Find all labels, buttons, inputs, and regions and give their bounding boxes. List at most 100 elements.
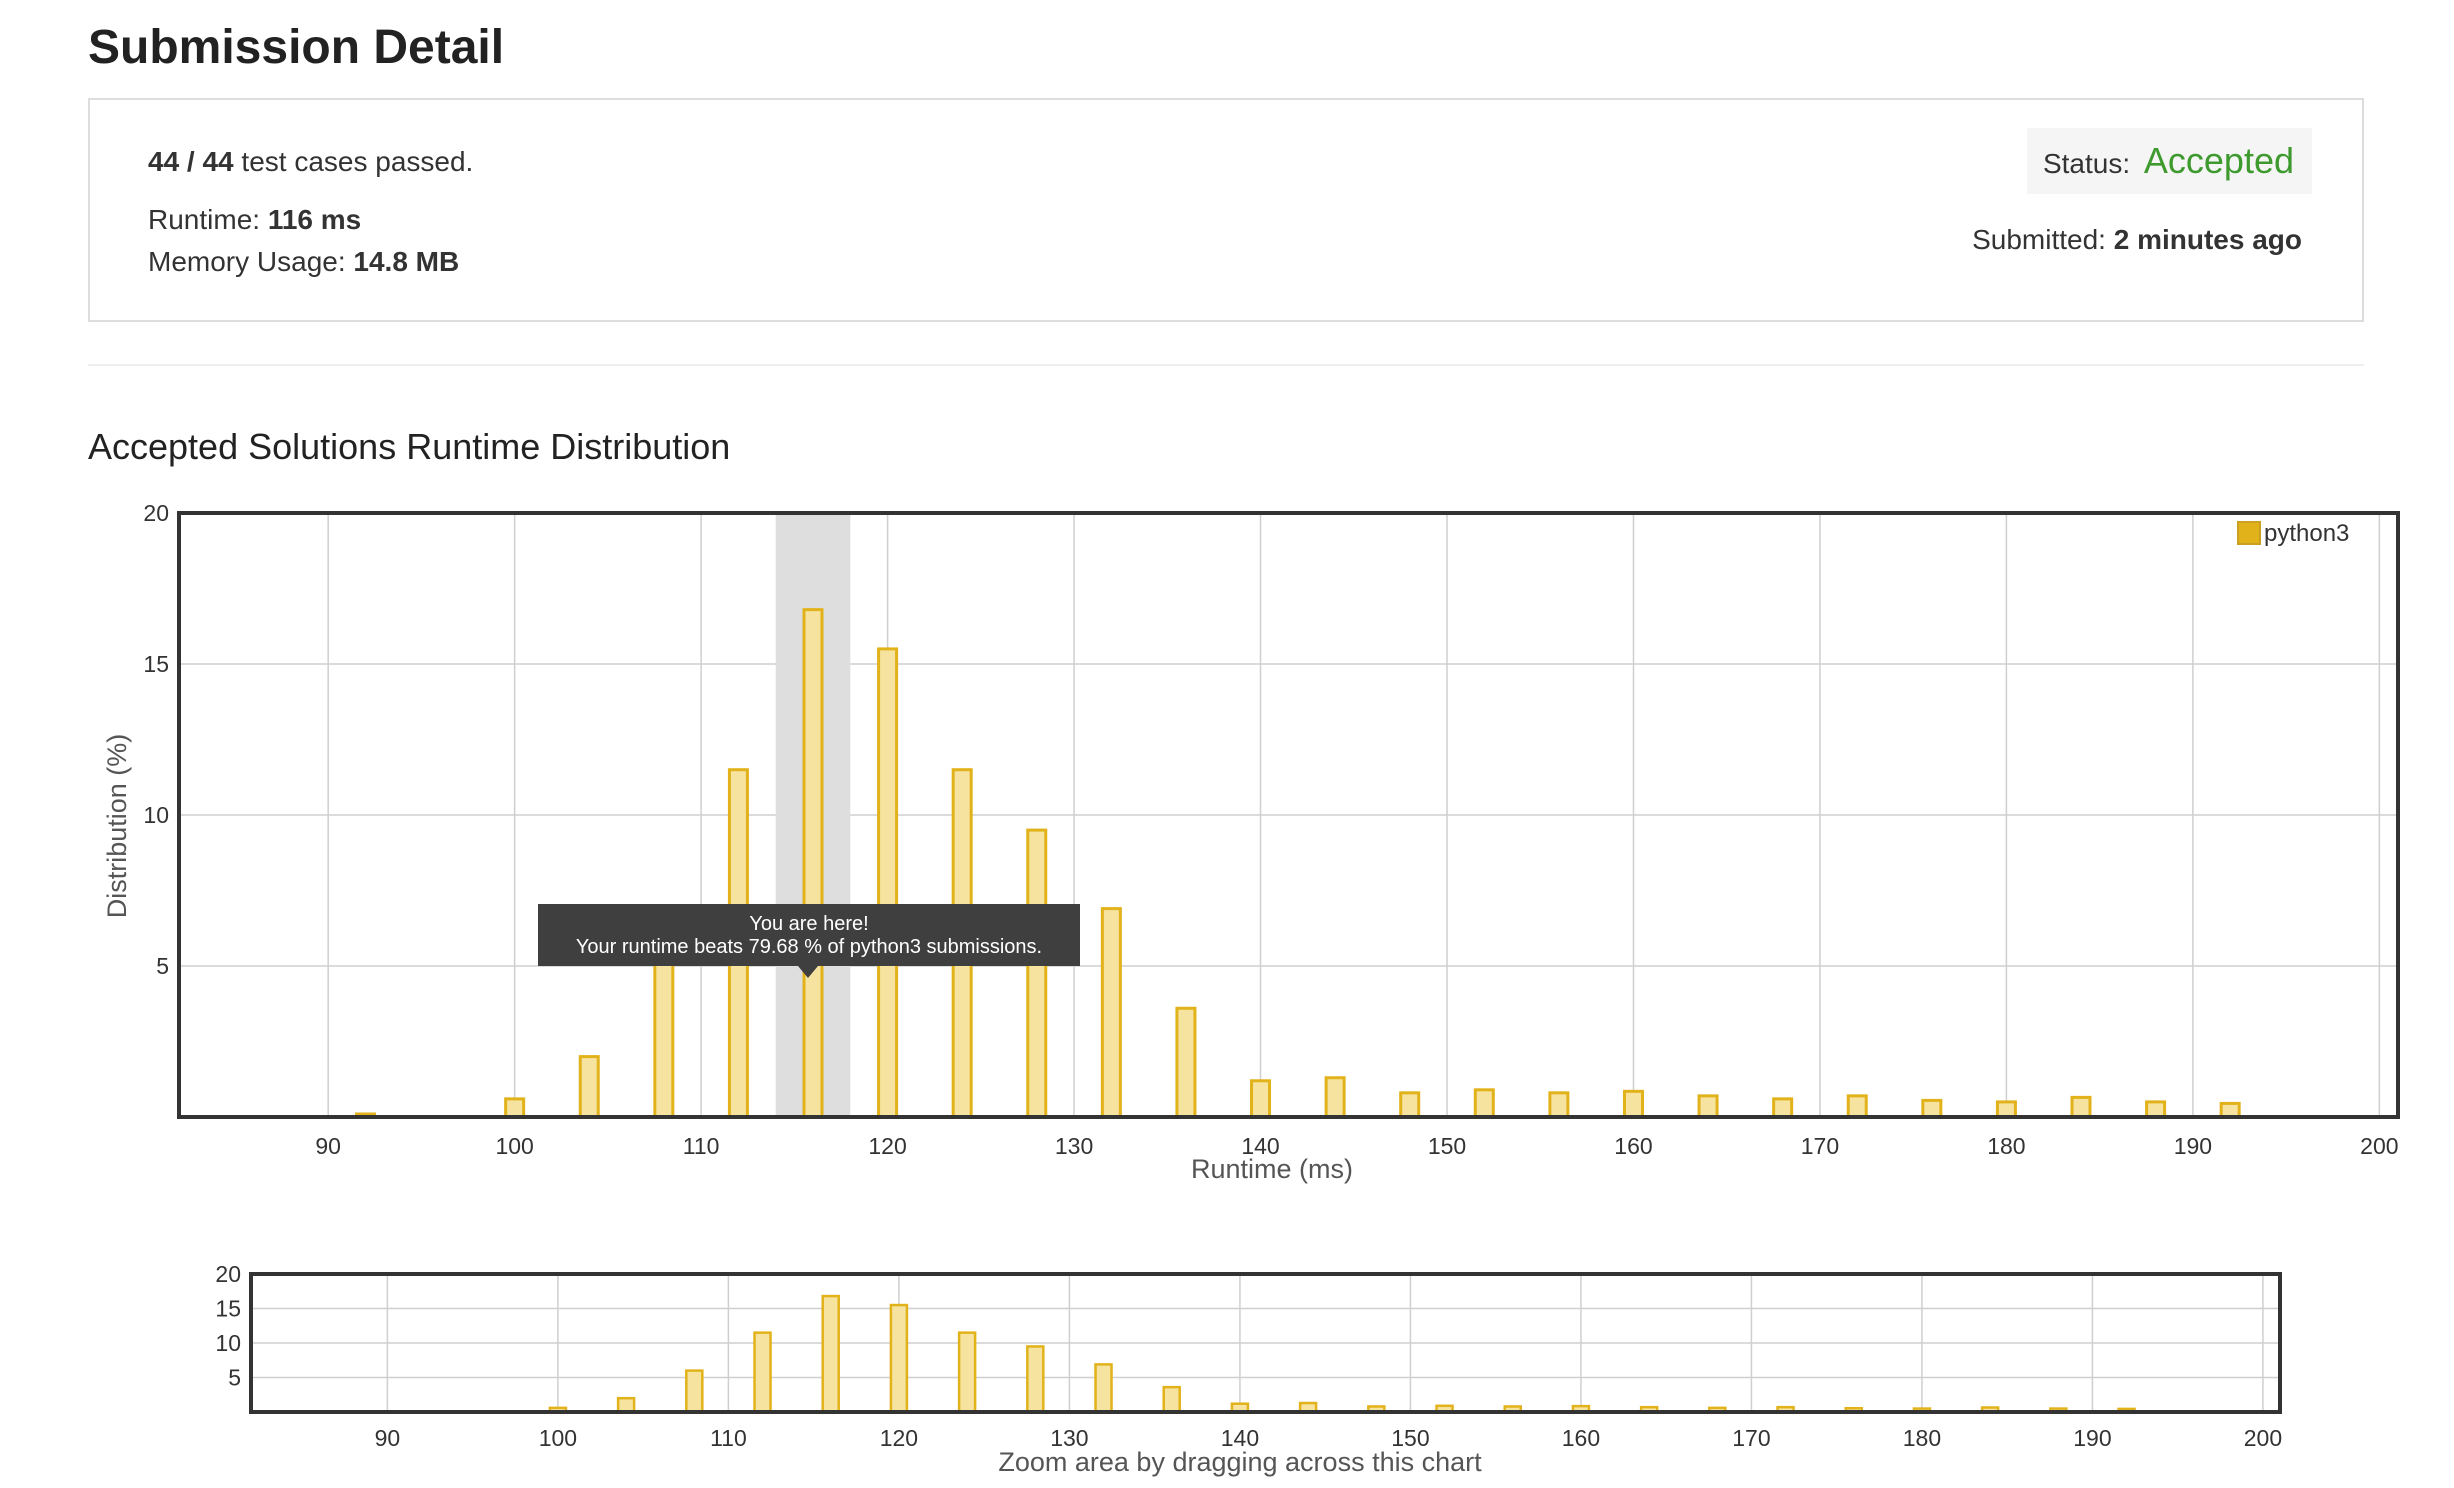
bar-168[interactable] <box>1772 1097 1794 1119</box>
submitted-value: 2 minutes ago <box>2113 224 2302 255</box>
bar-148[interactable] <box>1399 1091 1421 1119</box>
bar-132[interactable] <box>1100 907 1122 1119</box>
y-tick-label: 20 <box>143 500 169 526</box>
x-tick-label: 190 <box>2174 1133 2212 1159</box>
bar-192[interactable] <box>2219 1101 2241 1119</box>
bar-156[interactable] <box>1548 1091 1570 1119</box>
bar-124[interactable] <box>957 1331 977 1414</box>
x-tick-label: 110 <box>683 1133 720 1159</box>
bar-136[interactable] <box>1162 1385 1181 1414</box>
x-tick-label: 150 <box>1428 1133 1466 1159</box>
submitted-label: Submitted: <box>1972 224 2114 255</box>
bar-104[interactable] <box>578 1055 600 1119</box>
section-title: Accepted Solutions Runtime Distribution <box>88 426 731 467</box>
main-y-ticks: 5 10 15 20 <box>143 500 169 979</box>
x-tick-label: 180 <box>1987 1133 2025 1159</box>
zoom-hint-label: Zoom area by dragging across this chart <box>998 1447 1482 1477</box>
y-tick-label: 15 <box>215 1296 241 1322</box>
main-chart-bars <box>354 608 2241 1119</box>
y-tick-label: 5 <box>228 1365 241 1391</box>
x-tick-label: 120 <box>868 1133 906 1159</box>
bar-140[interactable] <box>1250 1079 1272 1119</box>
memory-line: Memory Usage: 14.8 MB <box>148 246 459 278</box>
bar-152[interactable] <box>1473 1088 1495 1119</box>
runtime-label: Runtime: <box>148 204 268 235</box>
x-tick-label: 190 <box>2073 1425 2111 1451</box>
bar-116[interactable] <box>802 608 824 1119</box>
y-tick-label: 15 <box>143 651 169 677</box>
memory-value: 14.8 MB <box>353 246 460 277</box>
nav-y-ticks: 5 10 15 20 <box>215 1261 241 1391</box>
status-value[interactable]: Accepted <box>2143 140 2294 181</box>
memory-label: Memory Usage: <box>148 246 354 277</box>
y-tick-label: 10 <box>143 802 169 828</box>
main-chart-frame <box>177 511 2400 1119</box>
bar-176[interactable] <box>1921 1098 1943 1119</box>
bar-136[interactable] <box>1175 1006 1197 1119</box>
bar-128[interactable] <box>1026 828 1048 1119</box>
nav-chart-frame <box>249 1272 2282 1414</box>
x-tick-label: 200 <box>2244 1425 2282 1451</box>
x-tick-label: 200 <box>2360 1133 2398 1159</box>
runtime-tooltip: You are here! Your runtime beats 79.68 %… <box>538 904 1080 978</box>
tooltip-box <box>538 904 1080 966</box>
x-tick-label: 170 <box>1801 1133 1839 1159</box>
x-tick-label: 180 <box>1903 1425 1941 1451</box>
x-tick-label: 140 <box>1241 1133 1279 1159</box>
runtime-line: Runtime: 116 ms <box>148 204 361 236</box>
section-divider <box>88 364 2364 366</box>
x-tick-label: 170 <box>1732 1425 1770 1451</box>
bar-100[interactable] <box>504 1097 526 1119</box>
bar-184[interactable] <box>2070 1095 2092 1119</box>
status-label: Status: <box>2042 148 2138 179</box>
bar-104[interactable] <box>616 1396 636 1414</box>
x-tick-label: 100 <box>495 1133 533 1159</box>
nav-chart-bars <box>412 1294 2136 1414</box>
tests-passed-line: 44 / 44 test cases passed. <box>148 146 473 178</box>
y-tick-label: 5 <box>156 953 169 979</box>
bar-108[interactable] <box>685 1369 704 1414</box>
x-tick-label: 130 <box>1050 1425 1088 1451</box>
x-tick-label: 90 <box>375 1425 401 1451</box>
main-x-ticks: 90 100 110 120 130 140 150 160 170 180 190 200 <box>315 1133 2398 1159</box>
x-axis-label: Runtime (ms) <box>1191 1154 1353 1184</box>
bar-128[interactable] <box>1026 1345 1045 1414</box>
bar-116[interactable] <box>821 1294 840 1414</box>
x-tick-label: 110 <box>710 1425 747 1451</box>
bar-112[interactable] <box>753 1331 772 1414</box>
runtime-distribution-chart[interactable]: 90 100 110 120 130 140 150 160 170 180 190 200 5 10 1… <box>0 490 2454 1210</box>
submitted-line: Submitted: 2 minutes ago <box>1972 224 2302 256</box>
runtime-value: 116 ms <box>267 204 362 235</box>
x-tick-label: 160 <box>1614 1133 1652 1159</box>
y-axis-label: Distribution (%) <box>102 734 132 919</box>
tests-passed-text: test cases passed. <box>233 146 474 177</box>
x-tick-label: 120 <box>880 1425 918 1451</box>
bar-180[interactable] <box>1995 1100 2017 1119</box>
x-tick-label: 90 <box>315 1133 341 1159</box>
main-chart-grid <box>179 512 2398 1117</box>
page-title: Submission Detail <box>88 21 505 74</box>
tooltip-pointer <box>798 966 818 978</box>
zoom-navigator-chart[interactable]: 90 100 110 120 130 140 150 160 170 180 190 200 5 10 1… <box>0 1230 2454 1480</box>
tooltip-line-1: You are here! <box>749 913 868 935</box>
x-tick-label: 130 <box>1055 1133 1093 1159</box>
bar-120[interactable] <box>889 1303 909 1414</box>
bar-172[interactable] <box>1846 1094 1868 1119</box>
y-tick-label: 20 <box>215 1261 241 1287</box>
bar-120[interactable] <box>877 647 899 1119</box>
bar-144[interactable] <box>1324 1076 1346 1119</box>
legend-label: python3 <box>2264 520 2349 547</box>
tests-passed-count: 44 / 44 <box>148 146 234 177</box>
bar-164[interactable] <box>1697 1094 1719 1119</box>
bar-132[interactable] <box>1094 1363 1113 1414</box>
submission-summary: 44 / 44 test cases passed. Runtime: 116 … <box>88 98 2364 322</box>
tooltip-line-2: Your runtime beats 79.68 % of python3 su… <box>576 936 1042 958</box>
y-tick-label: 10 <box>215 1330 241 1356</box>
bar-160[interactable] <box>1622 1089 1644 1119</box>
legend-swatch <box>2237 521 2261 545</box>
bar-188[interactable] <box>2145 1100 2167 1119</box>
x-tick-label: 140 <box>1221 1425 1259 1451</box>
x-tick-label: 150 <box>1391 1425 1429 1451</box>
legend[interactable]: python3 <box>2237 520 2349 547</box>
nav-chart-grid <box>251 1273 2280 1412</box>
